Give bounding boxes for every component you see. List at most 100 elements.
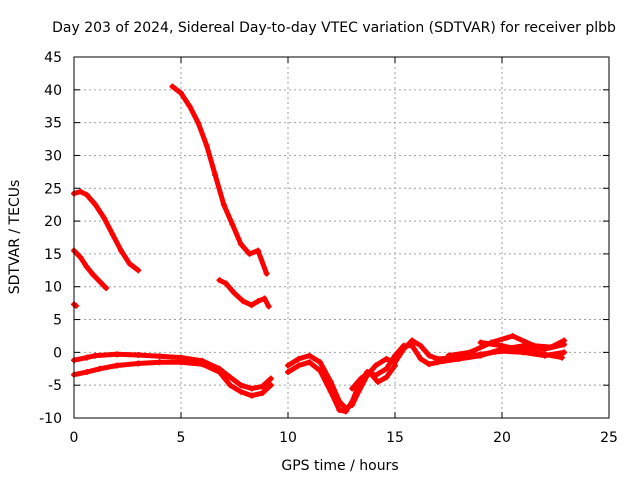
- y-tick-label: 40: [44, 83, 62, 99]
- series-arc-l: [477, 339, 565, 361]
- series-band: [71, 248, 109, 291]
- data-point: [83, 264, 90, 271]
- data-point: [96, 365, 103, 372]
- data-point: [237, 241, 244, 248]
- y-axis-title: SDTVAR / TECUs: [7, 180, 23, 295]
- data-point: [109, 231, 116, 238]
- data-point: [561, 349, 568, 356]
- y-tick-label: -10: [39, 411, 62, 427]
- data-point: [90, 271, 97, 278]
- y-tick-label: 45: [44, 50, 62, 66]
- data-point: [135, 351, 142, 358]
- series-arc-f: [71, 351, 274, 392]
- data-point: [558, 354, 565, 361]
- data-point: [541, 351, 548, 358]
- y-tick-label: 35: [44, 116, 62, 132]
- data-point: [100, 214, 107, 221]
- data-point: [248, 392, 255, 399]
- series-arc-b: [71, 247, 110, 292]
- data-point: [383, 355, 390, 362]
- data-point: [135, 360, 142, 367]
- data-point: [248, 302, 255, 309]
- data-point: [417, 355, 424, 362]
- x-axis-title: GPS time / hours: [281, 458, 398, 474]
- data-point: [203, 142, 210, 149]
- data-point: [227, 382, 234, 389]
- y-tick-label: 25: [44, 181, 62, 197]
- data-point: [237, 382, 244, 389]
- y-tick-label: 20: [44, 214, 62, 230]
- data-point: [531, 342, 538, 349]
- series-band: [169, 84, 270, 277]
- y-tick-label: 0: [53, 345, 62, 361]
- y-tick-label: -5: [48, 378, 62, 394]
- data-point: [186, 103, 193, 110]
- data-point: [259, 383, 266, 390]
- data-point: [306, 359, 313, 366]
- data-point: [195, 119, 202, 126]
- data-point: [246, 250, 253, 257]
- data-point: [374, 378, 381, 385]
- data-point: [118, 247, 125, 254]
- data-point: [113, 351, 120, 358]
- data-point: [96, 278, 103, 285]
- data-point: [366, 369, 373, 376]
- data-point: [317, 367, 324, 374]
- data-point: [178, 359, 184, 366]
- data-point: [103, 285, 110, 292]
- data-point: [265, 303, 272, 310]
- data-point: [222, 280, 229, 287]
- data-series: [71, 83, 568, 415]
- series-arc-j: [349, 362, 398, 392]
- x-tick-label: 15: [386, 430, 404, 446]
- data-point: [499, 342, 505, 349]
- data-point: [199, 361, 206, 368]
- series-arc-k: [445, 332, 568, 359]
- data-point: [83, 369, 90, 376]
- y-tick-label: 5: [53, 313, 62, 329]
- data-point: [156, 353, 163, 360]
- series-arc-e: [216, 277, 272, 310]
- data-point: [212, 172, 219, 179]
- data-point: [92, 352, 99, 359]
- chart-title: Day 203 of 2024, Sidereal Day-to-day VTE…: [52, 20, 616, 36]
- x-tick-label: 10: [279, 430, 297, 446]
- data-point: [392, 362, 398, 369]
- plot-frame: [73, 56, 610, 419]
- data-point: [231, 290, 238, 297]
- data-point: [261, 295, 268, 302]
- y-tick-label: 30: [44, 148, 62, 164]
- data-point: [392, 352, 398, 359]
- data-point: [520, 347, 527, 354]
- data-point: [409, 342, 416, 349]
- data-point: [445, 352, 452, 359]
- data-point: [434, 359, 441, 366]
- data-point: [336, 407, 343, 414]
- data-point: [409, 337, 416, 344]
- data-point: [169, 83, 176, 90]
- data-point: [317, 359, 324, 366]
- data-point: [285, 362, 291, 369]
- data-point: [156, 359, 163, 366]
- data-point: [426, 361, 433, 368]
- data-point: [83, 191, 90, 198]
- data-point: [178, 90, 184, 97]
- data-point: [255, 298, 262, 305]
- data-point: [285, 369, 291, 376]
- data-point: [349, 398, 356, 405]
- data-point: [216, 277, 223, 284]
- data-point: [263, 270, 270, 277]
- x-tick-label: 5: [177, 430, 186, 446]
- data-point: [342, 408, 349, 415]
- y-tick-label: 15: [44, 247, 62, 263]
- data-point: [295, 362, 302, 369]
- data-point: [383, 374, 390, 381]
- data-point: [92, 201, 99, 208]
- data-point: [548, 344, 555, 351]
- series-arc-d: [169, 83, 270, 277]
- data-point: [240, 298, 247, 305]
- data-point: [267, 382, 274, 389]
- data-point: [227, 374, 234, 381]
- data-point: [113, 362, 120, 369]
